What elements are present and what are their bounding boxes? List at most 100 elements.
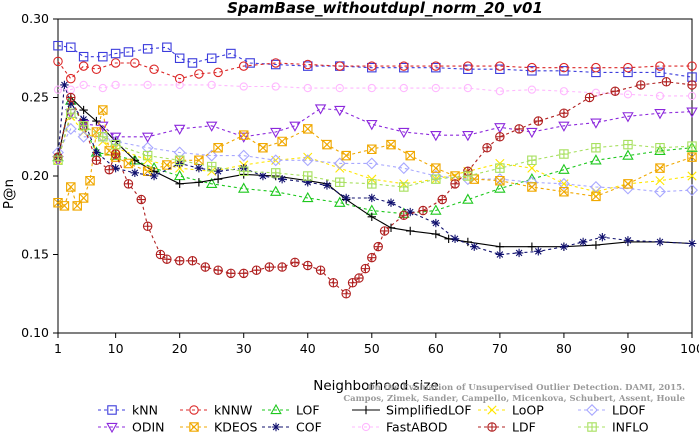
legend-marker: [189, 405, 199, 415]
data-point: [365, 157, 378, 170]
data-point: [194, 178, 204, 187]
data-point: [123, 47, 134, 57]
data-point: [527, 163, 537, 173]
data-point: [92, 116, 101, 126]
series-line-odin: [57, 107, 693, 161]
data-point: [527, 155, 537, 166]
data-point: [289, 121, 301, 132]
legend-entry-ldof: LDOF: [578, 403, 646, 418]
data-point: [514, 124, 524, 134]
series-knn: [53, 40, 697, 82]
legend-entry-ldf: LDF: [478, 420, 536, 434]
data-point: [686, 107, 698, 118]
data-point: [194, 69, 204, 79]
x-tick-label: 100: [680, 341, 699, 356]
data-point: [226, 268, 236, 279]
data-point: [533, 116, 544, 126]
legend-marker: [361, 405, 371, 415]
data-point: [175, 80, 184, 90]
data-point: [98, 105, 108, 115]
data-point: [290, 257, 300, 268]
data-point: [270, 185, 282, 196]
legend-entry-loop: LoOP: [478, 403, 544, 418]
data-point: [143, 80, 152, 90]
data-point: [495, 242, 505, 251]
data-point: [526, 173, 538, 184]
data-point: [238, 268, 249, 279]
series-group: [52, 40, 698, 299]
data-point: [142, 44, 153, 54]
data-point: [322, 181, 332, 190]
legend-marker: [107, 405, 117, 415]
data-point: [270, 168, 281, 178]
data-point: [397, 162, 410, 175]
data-point: [347, 278, 358, 288]
data-point: [269, 154, 282, 167]
x-tick-label: 70: [492, 341, 508, 356]
data-point: [173, 124, 186, 136]
data-point: [187, 58, 198, 68]
data-point: [206, 53, 217, 63]
series-line-knn: [57, 45, 693, 78]
x-tick-label: 1: [54, 341, 62, 356]
legend-entry-fastabod: FastABOD: [352, 420, 448, 434]
data-point: [431, 163, 441, 173]
data-point: [623, 236, 633, 245]
data-point: [623, 179, 633, 189]
data-point: [430, 204, 442, 215]
y-tick-label: 0.20: [21, 168, 49, 183]
series-fastabod: [53, 80, 697, 101]
data-point: [367, 179, 377, 189]
data-point: [78, 61, 89, 71]
data-point: [463, 171, 473, 181]
data-point: [303, 83, 312, 93]
legend-marker: [106, 422, 118, 434]
data-point: [495, 163, 505, 173]
data-point: [213, 142, 223, 153]
legend-label: INFLO: [612, 420, 649, 434]
y-tick-label: 0.25: [21, 90, 49, 105]
data-point: [379, 226, 390, 236]
data-point: [78, 51, 89, 62]
legend-label: ODIN: [132, 420, 165, 434]
legend: kNN kNNW LOF SimplifiedLOF LoOP LDOF ODIN KDEOS…: [98, 403, 649, 434]
data-point: [200, 262, 211, 272]
data-point: [264, 262, 275, 272]
x-tick-label: 50: [364, 341, 380, 356]
data-point: [85, 175, 95, 186]
data-point: [238, 166, 249, 177]
legend-label: LoOP: [512, 403, 544, 418]
series-odin: [52, 104, 698, 167]
legend-entry-kdeos: KDEOS: [180, 420, 258, 434]
legend-entry-simplifiedlof: SimplifiedLOF: [352, 403, 472, 418]
data-point: [238, 130, 249, 140]
data-point: [450, 234, 460, 243]
data-point: [110, 149, 121, 159]
data-point: [53, 197, 63, 208]
data-point: [245, 58, 255, 68]
data-point: [463, 61, 473, 71]
data-point: [322, 139, 332, 150]
data-point: [174, 155, 185, 166]
data-point: [174, 73, 185, 84]
data-point: [366, 120, 378, 131]
legend-label: kNNW: [214, 403, 252, 418]
data-point: [155, 249, 166, 260]
data-point: [495, 87, 505, 96]
legend-label: LDOF: [612, 403, 646, 418]
data-point: [277, 136, 287, 147]
data-point: [341, 150, 351, 161]
data-point: [136, 194, 147, 205]
data-point: [622, 149, 634, 160]
data-point: [431, 83, 440, 93]
data-point: [527, 85, 537, 94]
data-point: [79, 105, 88, 115]
data-point: [174, 53, 185, 63]
data-point: [686, 141, 698, 152]
data-point: [302, 191, 314, 203]
data-point: [303, 124, 313, 134]
data-point: [591, 67, 601, 78]
data-point: [559, 149, 569, 159]
data-point: [655, 91, 665, 101]
